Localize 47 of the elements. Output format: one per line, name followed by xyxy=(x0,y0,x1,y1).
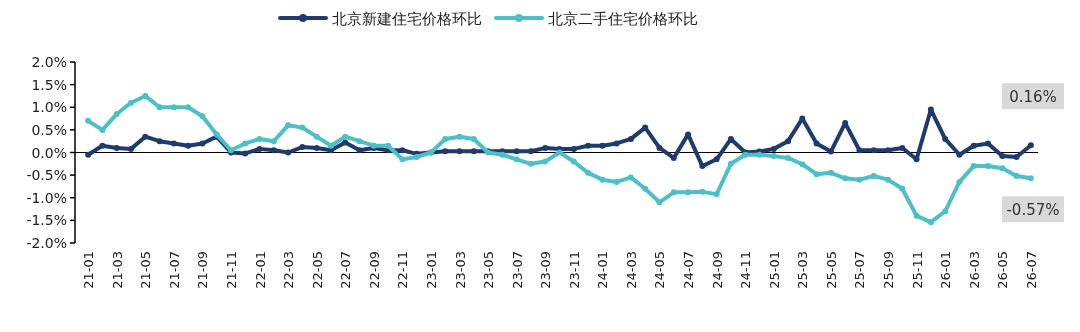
data-label: -0.57% xyxy=(1006,201,1060,220)
x-tick-label: 23-03 xyxy=(452,251,468,289)
data-label: 0.16% xyxy=(1009,88,1057,107)
x-tick-label: 22-07 xyxy=(338,251,354,289)
x-tick-label: 21-09 xyxy=(195,251,211,289)
x-tick-label: 21-01 xyxy=(81,251,97,289)
y-tick-label: -1.0% xyxy=(26,189,67,206)
legend-label: 北京新建住宅价格环比 xyxy=(332,10,482,28)
x-tick-label: 26-01 xyxy=(938,251,954,289)
x-tick-label: 25-07 xyxy=(852,251,868,289)
x-tick-label: 21-03 xyxy=(109,251,125,289)
y-tick-label: -1.5% xyxy=(26,212,67,229)
legend-label: 北京二手住宅价格环比 xyxy=(548,10,698,28)
x-tick-label: 22-09 xyxy=(366,251,382,289)
y-tick-label: 1.5% xyxy=(31,76,67,93)
x-tick-label: 24-01 xyxy=(595,251,611,289)
x-tick-label: 21-05 xyxy=(138,251,154,289)
y-tick-label: 0.5% xyxy=(31,121,67,138)
y-tick-label: 2.0% xyxy=(31,54,67,70)
x-tick-label: 23-11 xyxy=(566,251,582,289)
x-tick-label: 26-07 xyxy=(1023,251,1039,289)
x-tick-label: 23-07 xyxy=(509,251,525,289)
x-tick-label: 23-09 xyxy=(538,251,554,289)
x-tick-label: 26-03 xyxy=(966,251,982,289)
y-tick-label: 0.0% xyxy=(31,144,67,161)
x-tick-label: 24-11 xyxy=(738,251,754,289)
y-tick-label: -0.5% xyxy=(26,167,67,184)
y-tick-label: 1.0% xyxy=(31,99,67,116)
x-tick-label: 22-03 xyxy=(281,251,297,289)
x-tick-label: 23-05 xyxy=(481,251,497,289)
x-tick-label: 21-07 xyxy=(166,251,182,289)
x-tick-label: 23-01 xyxy=(423,251,439,289)
x-tick-label: 22-05 xyxy=(309,251,325,289)
x-tick-label: 25-03 xyxy=(795,251,811,289)
x-tick-label: 24-07 xyxy=(681,251,697,289)
x-tick-label: 25-01 xyxy=(766,251,782,289)
x-tick-label: 21-11 xyxy=(223,251,239,289)
x-tick-label: 24-03 xyxy=(623,251,639,289)
y-tick-label: -2.0% xyxy=(26,235,67,251)
x-tick-label: 22-01 xyxy=(252,251,268,289)
x-tick-label: 25-11 xyxy=(909,251,925,289)
x-tick-label: 22-11 xyxy=(395,251,411,289)
x-tick-label: 25-09 xyxy=(881,251,897,289)
x-tick-label: 24-05 xyxy=(652,251,668,289)
x-tick-label: 24-09 xyxy=(709,251,725,289)
x-tick-label: 25-05 xyxy=(823,251,839,289)
x-tick-label: 26-05 xyxy=(995,251,1011,289)
